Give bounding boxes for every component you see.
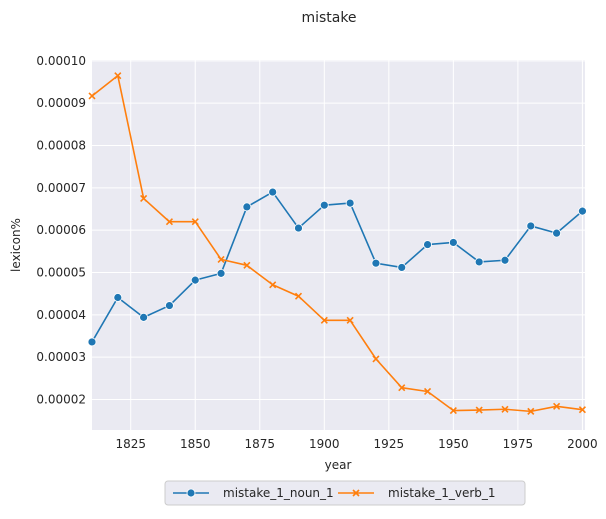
data-point [398, 384, 406, 392]
legend-label-2: mistake_1_verb_1 [388, 486, 496, 500]
x-tick-label: 1950 [438, 437, 469, 451]
data-point-stroke [165, 218, 174, 226]
legend-label-1: mistake_1_noun_1 [223, 486, 334, 500]
data-point [475, 406, 483, 414]
data-point [553, 402, 561, 410]
y-tick-label: 0.00007 [36, 181, 86, 195]
data-point [501, 405, 509, 413]
data-point [87, 337, 97, 347]
x-tick-label: 1975 [503, 437, 534, 451]
data-point [165, 218, 174, 226]
data-point [294, 223, 303, 233]
data-point-stroke [140, 194, 148, 202]
data-point [474, 257, 484, 267]
data-point [397, 263, 407, 272]
data-point-stroke [553, 402, 561, 410]
y-tick-label: 0.00002 [36, 393, 86, 407]
data-point [269, 281, 277, 289]
legend-marker-1 [186, 488, 196, 498]
x-tick-label: 1825 [115, 437, 146, 451]
data-point [243, 261, 251, 269]
data-point [294, 292, 303, 300]
data-point [552, 228, 562, 238]
data-point [527, 407, 535, 415]
data-point [114, 72, 122, 80]
data-point [448, 238, 458, 247]
chart-title: mistake [301, 10, 356, 26]
x-tick-label: 1925 [374, 437, 405, 451]
x-tick-label: 2000 [567, 437, 598, 451]
y-tick-labels: 0.00002 0.00003 0.00004 0.00005 0.00006 0.000… [36, 54, 86, 407]
data-point [139, 312, 149, 322]
y-tick-label: 0.00006 [36, 223, 86, 237]
data-point-stroke [217, 255, 225, 263]
data-point [165, 301, 174, 310]
x-tick-labels: 1825 1850 1875 1900 1925 1950 1975 2000 [115, 437, 597, 451]
data-point [242, 202, 252, 212]
data-point [372, 355, 380, 363]
data-point-stroke [372, 355, 380, 363]
x-tick-label: 1875 [245, 437, 276, 451]
data-point-stroke [88, 92, 96, 100]
data-point-stroke [269, 281, 277, 289]
data-point [423, 240, 432, 249]
data-point-stroke [475, 406, 483, 414]
y-tick-label: 0.00008 [36, 139, 86, 153]
data-point [526, 221, 536, 231]
series-line-2 [91, 74, 583, 413]
y-tick-label: 0.00004 [36, 308, 86, 322]
data-point [500, 255, 510, 265]
data-point [140, 194, 148, 202]
legend-marker-stroke [352, 489, 360, 497]
data-point [113, 293, 123, 302]
y-tick-label: 0.00009 [36, 96, 86, 110]
data-point [345, 198, 355, 208]
data-point [216, 268, 226, 278]
data-point [268, 187, 278, 197]
data-point-stroke [191, 218, 199, 226]
data-point-stroke [114, 72, 122, 80]
data-point [88, 92, 96, 100]
y-tick-label: 0.00010 [36, 54, 86, 68]
data-point [190, 275, 200, 285]
data-point-stroke [398, 384, 406, 392]
y-tick-label: 0.00003 [36, 350, 86, 364]
plot-area [92, 60, 585, 430]
data-point-stroke [578, 406, 586, 414]
data-point-stroke [527, 407, 535, 415]
series-markers [87, 72, 587, 415]
legend: mistake_1_noun_1 mistake_1_verb_1 [164, 480, 526, 506]
x-axis-label: year [325, 458, 352, 472]
data-point [319, 200, 329, 210]
data-point [578, 206, 587, 216]
data-point-stroke [501, 405, 509, 413]
data-point-stroke [346, 316, 354, 324]
data-point [191, 218, 199, 226]
x-tick-label: 1850 [180, 437, 211, 451]
y-tick-label: 0.00005 [36, 266, 86, 280]
data-point [423, 387, 432, 396]
legend-marker-2 [352, 489, 360, 497]
data-point [346, 316, 354, 324]
data-point-stroke [243, 261, 251, 269]
data-point-stroke [423, 387, 432, 396]
data-point [578, 406, 586, 414]
data-point [320, 316, 328, 324]
data-point [449, 406, 457, 415]
data-point [217, 255, 225, 263]
x-tick-label: 1900 [309, 437, 340, 451]
data-point [371, 258, 381, 268]
data-point-stroke [294, 292, 303, 300]
y-axis-label: lexicon% [9, 218, 23, 272]
data-point-stroke [449, 406, 457, 415]
data-point-stroke [320, 316, 328, 324]
